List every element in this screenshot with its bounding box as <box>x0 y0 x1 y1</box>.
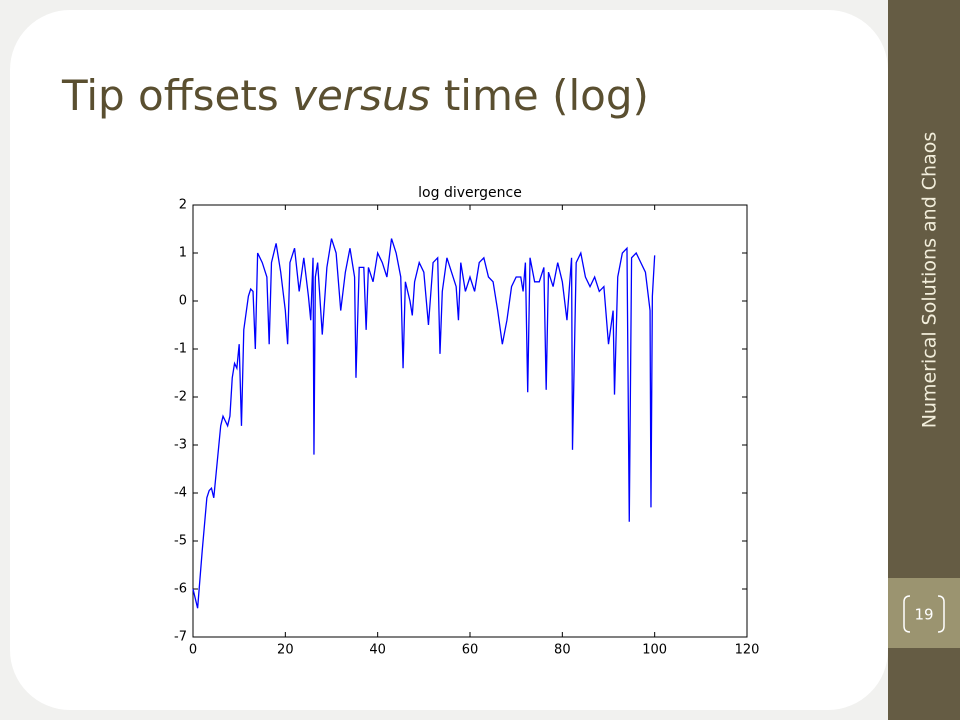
title-part: Tip offsets <box>61 71 279 120</box>
page-number-box <box>888 578 960 648</box>
sidebar-text: Numerical Solutions and Chaos <box>919 132 941 429</box>
page-number: 19 <box>914 606 933 624</box>
y-tick-label: -1 <box>174 342 187 357</box>
bracket <box>903 595 945 633</box>
y-tick-label: 1 <box>179 246 187 261</box>
title-part: time (log) <box>444 71 649 120</box>
x-tick-label: 40 <box>369 643 386 658</box>
y-tick-label: 2 <box>179 198 187 213</box>
x-tick-label: 100 <box>642 643 667 658</box>
y-tick-label: -7 <box>174 630 187 645</box>
plot: 0 20 40 60 80 100 120 -7 -6 -5 -4 -3 -2 -1 0 1 2 <box>174 198 759 658</box>
y-tick-label: -4 <box>174 486 187 501</box>
x-tick-label: 80 <box>554 643 571 658</box>
x-tick-label: 120 <box>735 643 760 658</box>
line <box>192 238 656 609</box>
slide-title: Tip offsets versus time (log) <box>61 71 649 120</box>
chart-title: log divergence <box>418 185 522 201</box>
title-part: versus <box>292 71 430 120</box>
y-tick-label: -3 <box>174 438 187 453</box>
x-tick-label: 20 <box>277 643 294 658</box>
chart-image <box>140 170 820 690</box>
x-tick-label: 0 <box>189 643 197 658</box>
x-tick-label: 60 <box>462 643 479 658</box>
y-tick-label: -5 <box>174 534 187 549</box>
y-tick-label: -6 <box>174 582 187 597</box>
y-tick-label: 0 <box>179 294 187 309</box>
y-tick-label: -2 <box>174 390 187 405</box>
